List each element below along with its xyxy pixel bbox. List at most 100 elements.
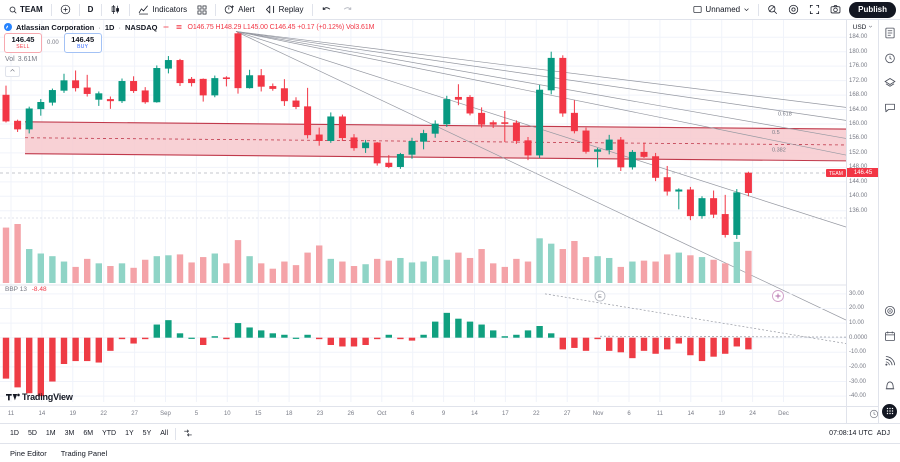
oscillator-tick: 20.00 (849, 305, 865, 312)
magnifier-slash-icon (767, 4, 778, 15)
collapse-pane-button[interactable] (5, 66, 20, 77)
divider (758, 3, 760, 16)
oscillator-tick: 30.00 (849, 290, 865, 297)
price-tick: 140.00 (849, 193, 868, 200)
current-price-badge[interactable]: 146.45 (847, 168, 879, 178)
ohlc-vol: 3.61M (355, 23, 375, 31)
redo-button[interactable] (337, 2, 358, 18)
time-tick: 11 (656, 411, 664, 417)
layout-name-button[interactable]: Unnamed (688, 2, 755, 18)
chat-icon[interactable] (883, 101, 897, 115)
layers-icon[interactable] (883, 76, 897, 90)
oscillator-tick: -30.00 (849, 378, 867, 385)
snapshot-button[interactable] (825, 2, 846, 18)
buy-button[interactable]: 146.45 BUY (63, 33, 102, 53)
tradingview-label: TradingView (22, 392, 73, 402)
templates-button[interactable] (192, 2, 212, 18)
sell-button[interactable]: 146.45 SELL (4, 33, 42, 53)
trading-panel-tab[interactable]: Trading Panel (60, 448, 108, 458)
time-tick: 10 (223, 411, 231, 417)
range-button-5d[interactable]: 5D (27, 430, 37, 437)
currency-selector[interactable]: USD (848, 21, 878, 33)
pine-editor-tab[interactable]: Pine Editor (10, 448, 47, 458)
chart-style-button[interactable] (105, 2, 126, 18)
hide-icon[interactable] (161, 23, 170, 32)
legend-interval[interactable]: 1D (104, 22, 115, 32)
range-button-all[interactable]: All (160, 430, 169, 437)
publish-button[interactable]: Publish (849, 1, 896, 18)
series-settings-icon[interactable] (174, 23, 183, 32)
interval-label: D (87, 5, 94, 14)
time-tick: Sep (160, 411, 171, 417)
time-axis[interactable]: 11 14 19 22 27 Sep 5 10 15 18 23 26 Oct 6 9 14 17 22 27 Nov… (0, 406, 846, 423)
ideas-target-icon[interactable] (883, 304, 897, 318)
buy-label: BUY (77, 43, 89, 50)
apps-grid-icon (885, 403, 895, 421)
price-tick: 172.00 (849, 77, 868, 84)
bbp-pane-legend: BBP 13 -8.48 (5, 286, 47, 293)
chart-settings-button[interactable] (783, 2, 804, 18)
alert-button[interactable]: Alert (219, 2, 259, 18)
quick-search-button[interactable] (762, 2, 783, 18)
broadcast-icon[interactable] (883, 354, 897, 368)
time-tick: 17 (502, 411, 509, 417)
range-button-ytd[interactable]: YTD (102, 430, 117, 437)
replay-button[interactable]: Replay (260, 2, 309, 18)
range-button-group: 1D 5D 1M 3M 6M YTD 1Y 5Y All (6, 429, 172, 438)
range-button-3m[interactable]: 3M (64, 430, 75, 437)
tradingview-logo-icon (6, 393, 20, 402)
divider (311, 3, 313, 16)
divider (215, 3, 217, 16)
ohlc-change: +0.17 (297, 23, 315, 31)
time-tick: 19 (69, 411, 77, 417)
indicators-button[interactable]: Indicators (133, 2, 192, 18)
oscillator-tick: -20.00 (849, 363, 867, 370)
alert-label: Alert (238, 5, 255, 14)
interval-button[interactable]: D (83, 2, 99, 18)
volume-legend-label: Vol (5, 56, 15, 63)
chevron-down-icon (743, 6, 750, 13)
range-button-1y[interactable]: 1Y (125, 430, 134, 437)
watchlist-icon[interactable] (883, 26, 897, 40)
divider (101, 3, 103, 16)
symbol-search-button[interactable]: TEAM (4, 2, 48, 18)
time-tick: 14 (687, 411, 695, 417)
gear-circle-icon (788, 4, 799, 15)
time-tick: Dec (778, 411, 789, 417)
adjustment-toggle[interactable]: ADJ (876, 430, 890, 437)
range-button-1m[interactable]: 1M (45, 430, 56, 437)
ohlc-close: 146.45 (274, 23, 296, 31)
ohlc-low-label: L (243, 23, 247, 31)
apps-grid-button[interactable] (882, 404, 897, 419)
add-symbol-button[interactable] (55, 2, 76, 18)
time-tick: 22 (532, 411, 540, 417)
date-range-icon (183, 429, 193, 440)
symbol-ticker-label: TEAM (20, 5, 43, 14)
notification-bell-icon[interactable] (883, 379, 897, 393)
chart-canvas[interactable]: 0.618 0.5 0.382 E TEAM (0, 20, 846, 406)
time-tick: 6 (627, 411, 631, 417)
atlassian-logo-icon (4, 23, 12, 31)
range-button-5y[interactable]: 5Y (142, 430, 152, 437)
svg-text:0.618: 0.618 (778, 111, 792, 117)
legend-symbol[interactable]: Atlassian Corporation (16, 22, 95, 32)
price-axis[interactable]: USD 184.00 180.00 176.00 172.00 168.00 164.00… (846, 20, 879, 406)
tradingview-watermark: TradingView (6, 392, 73, 402)
right-sidebar (878, 20, 900, 423)
clock-label: 07:08:14 UTC (829, 430, 873, 437)
range-button-1d[interactable]: 1D (10, 430, 19, 437)
layout-templates-icon (197, 5, 207, 15)
date-range-button[interactable] (179, 427, 197, 441)
divider (175, 427, 177, 440)
undo-button[interactable] (316, 2, 337, 18)
calendar-icon[interactable] (883, 329, 897, 343)
legend-exchange[interactable]: NASDAQ (124, 22, 158, 32)
price-tick: 144.00 (849, 178, 868, 185)
ohlc-high-label: H (215, 23, 221, 31)
divider (78, 3, 80, 16)
chevron-down-icon (868, 24, 873, 31)
fullscreen-button[interactable] (804, 2, 825, 18)
range-button-6m[interactable]: 6M (83, 430, 94, 437)
alerts-clock-icon[interactable] (883, 51, 897, 65)
